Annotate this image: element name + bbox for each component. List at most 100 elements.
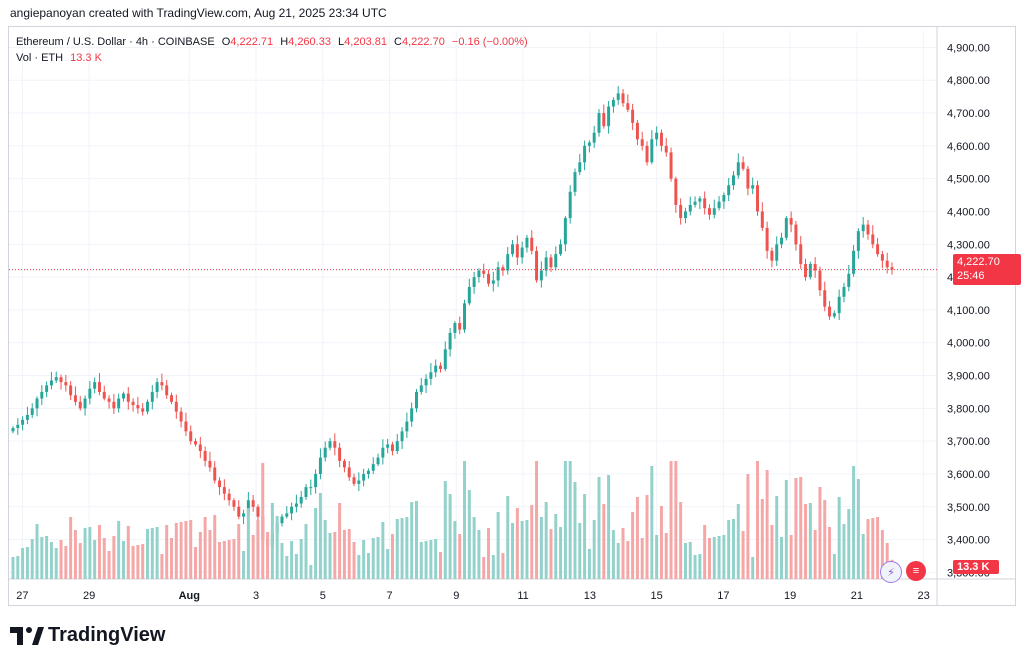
volume-bar bbox=[198, 532, 202, 579]
candle-body bbox=[448, 332, 452, 350]
candle-body bbox=[664, 145, 668, 153]
volume-bar bbox=[746, 474, 750, 579]
candle-body bbox=[458, 323, 462, 330]
volume-bar bbox=[482, 557, 486, 579]
candle-body bbox=[583, 145, 587, 163]
volume-bar bbox=[631, 512, 635, 579]
volume-bar bbox=[453, 521, 457, 579]
lightning-icon[interactable]: ⚡ bbox=[880, 561, 902, 583]
volume-bar bbox=[611, 530, 615, 579]
candle-body bbox=[424, 378, 428, 386]
volume-bar bbox=[727, 520, 731, 579]
candle-body bbox=[328, 441, 332, 448]
candle-body bbox=[179, 411, 183, 422]
volume-bar bbox=[150, 528, 154, 579]
candle-body bbox=[602, 113, 606, 127]
volume-bar bbox=[837, 497, 841, 579]
volume-bar bbox=[146, 529, 149, 579]
candle-body bbox=[818, 270, 822, 291]
volume-bar bbox=[170, 538, 173, 579]
volume-bar bbox=[218, 542, 222, 579]
candle-body bbox=[395, 441, 399, 452]
volume-bar bbox=[390, 534, 394, 579]
volume-bar bbox=[703, 525, 707, 579]
candle-body bbox=[539, 270, 543, 281]
candle-body bbox=[506, 254, 510, 271]
candle-body bbox=[765, 227, 769, 251]
candle-body bbox=[256, 506, 260, 517]
y-tick-label: 4,400.00 bbox=[947, 206, 990, 218]
volume-bar bbox=[414, 501, 418, 579]
volume-bar bbox=[318, 493, 322, 579]
volume-bar bbox=[477, 530, 481, 579]
volume-bar bbox=[93, 540, 97, 579]
x-tick-label: 3 bbox=[253, 590, 259, 602]
volume-bar bbox=[97, 525, 101, 579]
y-tick-label: 4,900.00 bbox=[947, 42, 990, 54]
volume-bar bbox=[659, 506, 663, 579]
candle-body bbox=[477, 270, 481, 278]
candle-body bbox=[861, 224, 865, 232]
candle-body bbox=[525, 237, 529, 248]
volume-bar bbox=[554, 514, 558, 579]
volume-bar bbox=[251, 535, 255, 579]
candle-body bbox=[530, 237, 534, 251]
candle-body bbox=[804, 263, 808, 278]
volume-bar bbox=[395, 519, 399, 579]
volume-bar bbox=[160, 554, 164, 579]
candle-body bbox=[390, 444, 394, 452]
candle-body bbox=[112, 401, 116, 409]
volume-bar bbox=[458, 534, 462, 579]
x-tick-label: 17 bbox=[717, 590, 729, 602]
price-chart[interactable]: 3,300.003,400.003,500.003,600.003,700.00… bbox=[9, 27, 1015, 605]
candle-body bbox=[890, 267, 894, 270]
volume-bar bbox=[535, 461, 539, 579]
volume-bar bbox=[54, 548, 58, 579]
candle-body bbox=[496, 267, 500, 281]
volume-bar bbox=[40, 537, 44, 579]
us-flag-icon[interactable]: ≡ bbox=[906, 561, 926, 581]
x-tick-label: 9 bbox=[453, 590, 459, 602]
volume-bar bbox=[472, 517, 476, 579]
candle-body bbox=[876, 244, 880, 255]
candle-body bbox=[799, 244, 803, 264]
volume-bar bbox=[563, 461, 567, 579]
volume-bar bbox=[847, 509, 851, 579]
volume-bar bbox=[362, 540, 366, 579]
volume-bar bbox=[261, 463, 265, 579]
volume-bar bbox=[506, 496, 510, 579]
volume-bar bbox=[808, 503, 812, 579]
volume-bar bbox=[717, 536, 721, 579]
chart-frame[interactable]: 3,300.003,400.003,500.003,600.003,700.00… bbox=[8, 26, 1016, 606]
volume-bar bbox=[174, 523, 178, 579]
volume-bar bbox=[683, 543, 687, 579]
volume-bar bbox=[736, 504, 740, 579]
candle-body bbox=[746, 168, 750, 189]
candle-body bbox=[194, 441, 198, 445]
volume-bar bbox=[842, 524, 846, 579]
candle-body bbox=[597, 113, 601, 133]
volume-bar bbox=[256, 520, 260, 579]
candle-body bbox=[165, 385, 169, 396]
volume-bar bbox=[775, 496, 779, 579]
candle-body bbox=[655, 132, 659, 140]
volume-bar bbox=[496, 512, 500, 579]
volume-bar bbox=[549, 529, 553, 579]
volume-bar bbox=[443, 481, 447, 579]
candle-body bbox=[607, 106, 611, 127]
volume-bar bbox=[544, 502, 548, 579]
candle-body bbox=[381, 447, 385, 458]
candle-body bbox=[443, 349, 447, 369]
volume-bar bbox=[131, 546, 135, 579]
candle-body bbox=[756, 185, 759, 212]
volume-bar bbox=[655, 535, 659, 579]
tradingview-logo[interactable]: TradingView bbox=[10, 624, 165, 647]
volume-bar bbox=[669, 461, 673, 579]
y-tick-label: 4,100.00 bbox=[947, 305, 990, 317]
candle-body bbox=[198, 444, 202, 452]
volume-bar bbox=[573, 482, 577, 579]
candle-body bbox=[227, 493, 231, 501]
candle-body bbox=[563, 218, 567, 245]
y-tick-label: 3,900.00 bbox=[947, 371, 990, 383]
volume-bar bbox=[856, 479, 860, 579]
